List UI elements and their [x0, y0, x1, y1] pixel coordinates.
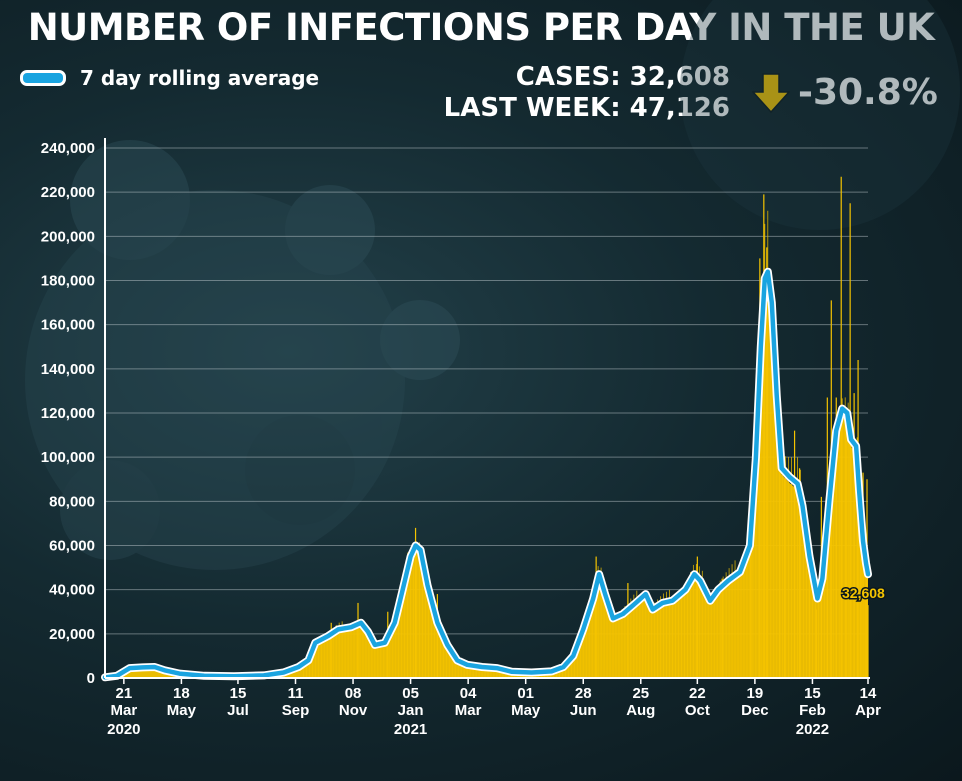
x-tick-day: 11: [288, 685, 304, 702]
change-indicator: -30.8%: [752, 72, 938, 113]
y-tick-label: 20,000: [49, 626, 95, 643]
x-tick-month: Oct: [685, 702, 710, 719]
x-tick-day: 28: [575, 685, 592, 702]
x-tick-month: Dec: [741, 702, 769, 719]
stats-block: CASES: 32,608 LAST WEEK: 47,126: [444, 62, 730, 124]
x-tick-year: 2020: [107, 721, 140, 738]
y-tick-label: 40,000: [49, 582, 95, 599]
y-tick-label: 120,000: [41, 405, 95, 422]
y-tick-label: 60,000: [49, 538, 95, 555]
legend-swatch: [20, 70, 66, 86]
daily-cases-area: [105, 283, 868, 678]
x-tick-day: 22: [689, 685, 706, 702]
x-tick-month: Jan: [398, 702, 424, 719]
x-tick-month: Jul: [227, 702, 249, 719]
down-arrow-icon: [752, 72, 790, 113]
y-tick-label: 80,000: [49, 493, 95, 510]
x-tick-day: 18: [173, 685, 190, 702]
last-week-value: LAST WEEK: 47,126: [443, 93, 730, 123]
x-tick-day: 08: [345, 685, 362, 702]
x-tick-day: 21: [116, 685, 133, 702]
y-tick-label: 0: [87, 670, 95, 687]
x-tick-day: 14: [860, 685, 877, 702]
y-tick-label: 200,000: [41, 228, 95, 245]
x-tick-day: 15: [804, 685, 821, 702]
legend-label: 7 day rolling average: [80, 66, 320, 90]
x-tick-month: Mar: [455, 702, 482, 719]
y-tick-label: 160,000: [41, 317, 95, 334]
x-tick-month: Aug: [626, 702, 655, 719]
x-tick-month: Nov: [339, 702, 368, 719]
latest-value-label: 32,608: [842, 585, 885, 601]
y-tick-label: 100,000: [41, 449, 95, 466]
legend: 7 day rolling average: [20, 66, 319, 90]
x-tick-day: 15: [230, 685, 247, 702]
x-tick-day: 05: [402, 685, 419, 702]
change-percent: -30.8%: [798, 72, 938, 113]
headline: NUMBER OF INFECTIONS PER DAY IN THE UK: [27, 6, 935, 49]
x-tick-day: 04: [460, 685, 477, 702]
y-tick-label: 180,000: [41, 273, 95, 290]
x-tick-month: May: [167, 702, 197, 719]
rolling-average-line: [102, 269, 871, 680]
y-tick-label: 140,000: [41, 361, 95, 378]
x-tick-year: 2021: [394, 721, 427, 738]
virus-background: [25, 0, 960, 570]
x-tick-month: Jun: [570, 702, 597, 719]
x-tick-day: 19: [747, 685, 764, 702]
x-tick-month: Sep: [282, 702, 310, 719]
x-tick-month: Apr: [855, 702, 881, 719]
x-tick-day: 01: [517, 685, 534, 702]
x-tick-month: Feb: [799, 702, 826, 719]
y-tick-label: 220,000: [41, 184, 95, 201]
y-tick-label: 240,000: [41, 140, 95, 157]
cases-value: CASES: 32,608: [515, 62, 730, 92]
x-tick-month: Mar: [111, 702, 138, 719]
x-tick-year: 2022: [796, 721, 829, 738]
x-tick-day: 25: [632, 685, 649, 702]
x-tick-month: May: [511, 702, 541, 719]
